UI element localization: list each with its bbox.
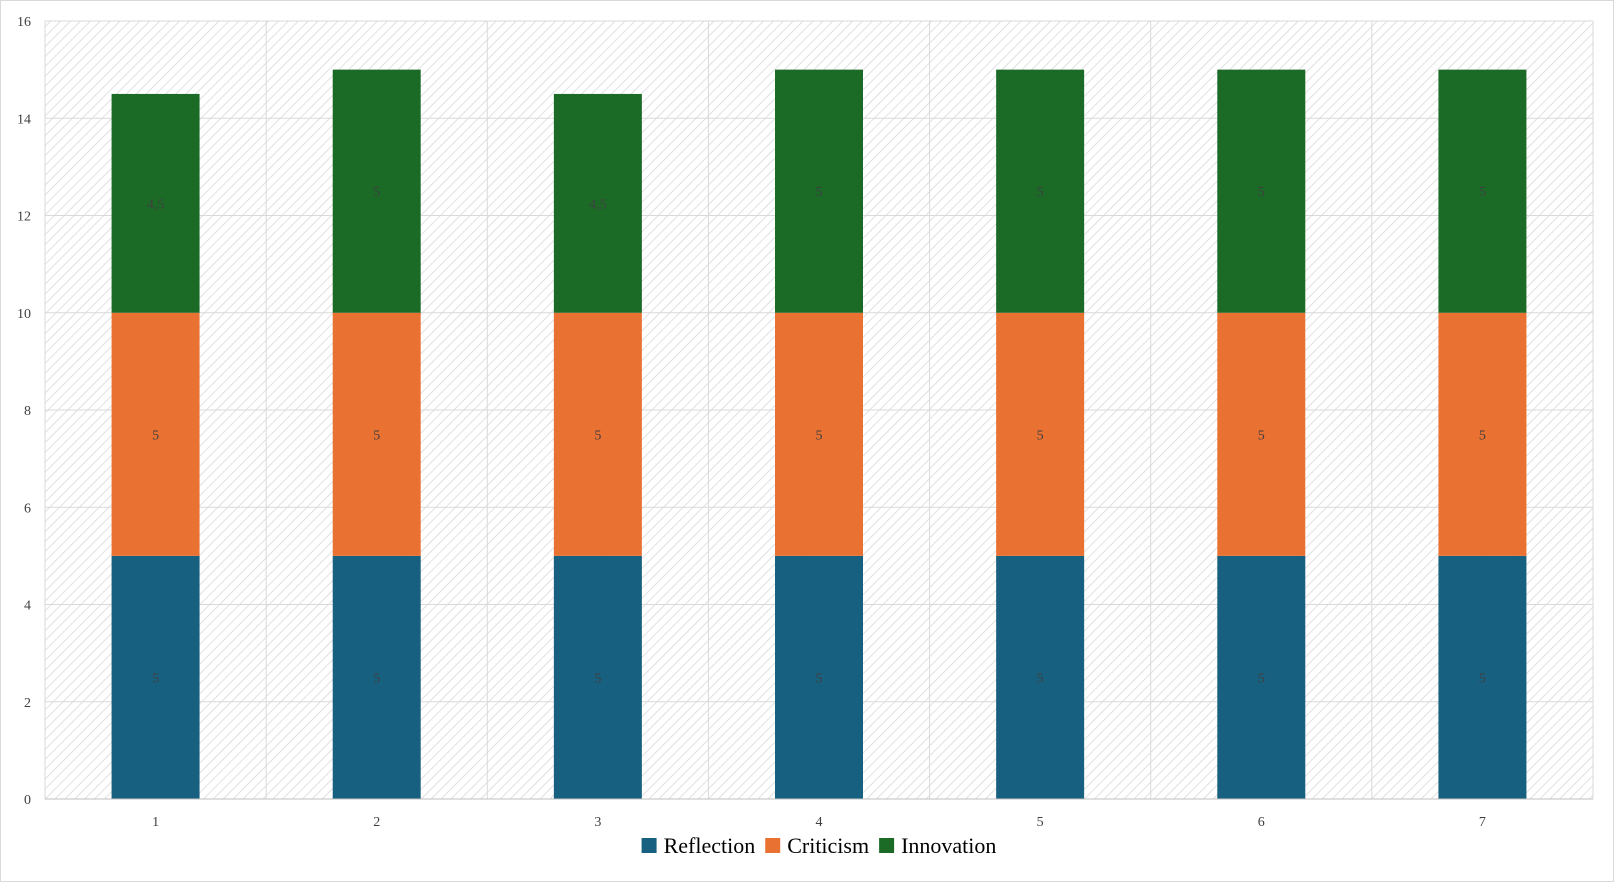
bar-criticism-4: [775, 312, 863, 556]
bar-reflection-6: [1217, 555, 1306, 799]
data-label: 5: [594, 671, 601, 686]
x-tick-label: 1: [152, 815, 159, 830]
data-label: 5: [594, 428, 601, 443]
bar-innovation-7: [1438, 69, 1527, 313]
x-tick-label: 3: [594, 815, 601, 830]
legend-swatch-criticism: [765, 838, 781, 853]
y-tick-label: 10: [17, 307, 31, 322]
data-label: 5: [1258, 428, 1265, 443]
bar-criticism-2: [332, 312, 421, 556]
bar-reflection-7: [1438, 555, 1527, 799]
bar-reflection-3: [553, 555, 642, 799]
data-label: 5: [152, 428, 159, 443]
x-tick-label: 2: [373, 815, 380, 830]
bar-criticism-7: [1438, 312, 1527, 556]
x-tick-label: 7: [1479, 815, 1486, 830]
data-label: 5: [1037, 185, 1044, 200]
data-label: 5: [816, 185, 823, 200]
bar-reflection-1: [111, 555, 200, 799]
data-label: 5: [373, 185, 380, 200]
data-labels: 5 5 4,5 5 5 5 5 5 4,5 5 5 5 5 5 5 5 5 5 5 5 5: [147, 185, 1486, 686]
bar-criticism-1: [111, 312, 200, 556]
y-tick-label: 14: [17, 112, 31, 127]
x-axis: 1 2 3 4 5 6 7: [45, 798, 1593, 830]
legend-label-innovation: Innovation: [901, 833, 996, 858]
bars: [111, 69, 1527, 799]
data-label: 5: [1479, 428, 1486, 443]
y-axis: 0 2 4 6 8 10 12 14 16: [17, 15, 31, 808]
data-label: 5: [373, 428, 380, 443]
data-label: 5: [1037, 428, 1044, 443]
bar-innovation-6: [1217, 69, 1306, 313]
y-tick-label: 6: [24, 501, 31, 516]
data-label: 5: [816, 428, 823, 443]
y-tick-label: 16: [17, 15, 31, 30]
y-tick-label: 8: [24, 404, 31, 419]
data-label: 4,5: [147, 197, 165, 212]
bar-innovation-5: [996, 69, 1085, 313]
data-label: 5: [1479, 671, 1486, 686]
bar-criticism-6: [1217, 312, 1306, 556]
x-tick-label: 5: [1037, 815, 1044, 830]
x-tick-label: 4: [816, 815, 823, 830]
y-tick-label: 2: [24, 696, 31, 711]
data-label: 5: [373, 671, 380, 686]
bar-criticism-5: [996, 312, 1085, 556]
bar-innovation-1: [111, 93, 200, 313]
bar-innovation-3: [553, 93, 642, 313]
data-label: 5: [1258, 185, 1265, 200]
bar-innovation-4: [775, 69, 863, 313]
legend-label-criticism: Criticism: [787, 833, 869, 858]
bar-reflection-4: [775, 555, 863, 799]
data-label: 4,5: [589, 197, 607, 212]
legend-swatch-reflection: [641, 838, 657, 853]
data-label: 5: [152, 671, 159, 686]
bar-reflection-5: [996, 555, 1085, 799]
bar-reflection-2: [332, 555, 421, 799]
bar-criticism-3: [553, 312, 642, 556]
bar-innovation-2: [332, 69, 421, 313]
data-label: 5: [1037, 671, 1044, 686]
y-tick-label: 12: [17, 210, 31, 225]
legend-label-reflection: Reflection: [664, 833, 756, 858]
data-label: 5: [1258, 671, 1265, 686]
data-label: 5: [816, 671, 823, 686]
y-tick-label: 0: [24, 793, 31, 808]
x-tick-label: 6: [1258, 815, 1265, 830]
legend: Reflection Criticism Innovation: [641, 833, 996, 858]
data-label: 5: [1479, 185, 1486, 200]
legend-swatch-innovation: [879, 838, 895, 853]
y-tick-label: 4: [24, 599, 31, 614]
